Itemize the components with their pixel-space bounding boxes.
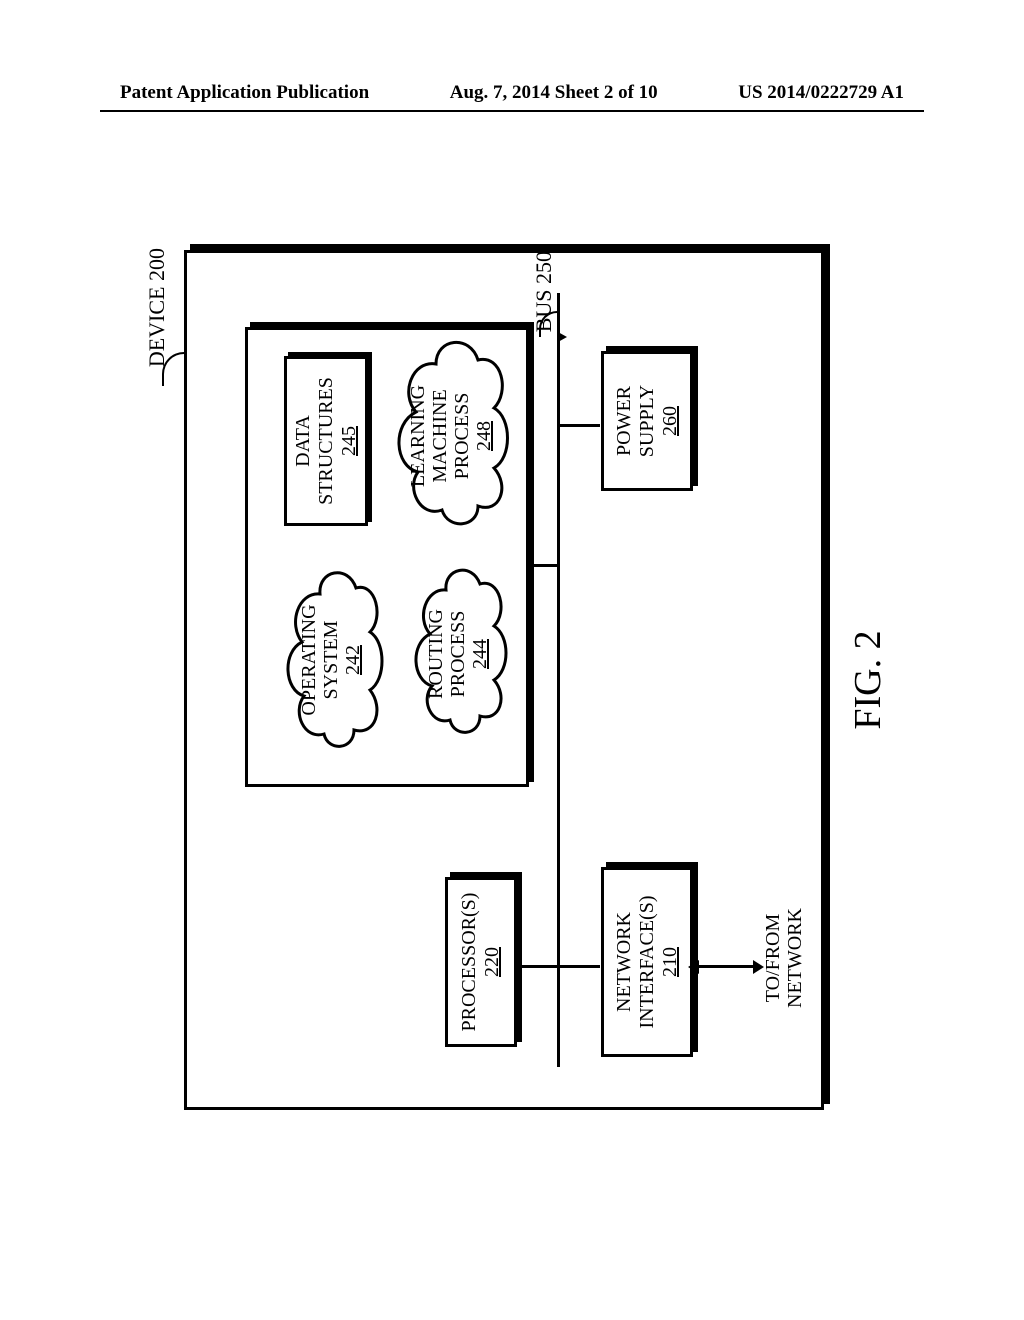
- processor-box: PROCESSOR(S) 220: [445, 877, 517, 1047]
- os-l2: SYSTEM: [320, 621, 342, 700]
- stub-memory: [529, 564, 557, 567]
- device-box: BUS 250 PROCESSOR(S) 220 MEMORY 240 DATA…: [184, 250, 824, 1110]
- netlabel-l1: TO/FROM: [762, 888, 784, 1028]
- bus-line: [557, 293, 560, 1067]
- routing-ref: 244: [469, 639, 491, 669]
- netif-ref: 210: [659, 947, 682, 977]
- power-supply-box: POWER SUPPLY 260: [601, 351, 693, 491]
- os-ref: 242: [342, 645, 364, 675]
- header-rule: [100, 110, 924, 112]
- diagram-stage: DEVICE 200 BUS 250 PROCESSOR(S) 220 MEMO…: [152, 230, 872, 1130]
- network-label: TO/FROM NETWORK: [762, 888, 806, 1028]
- stub-netif: [560, 965, 600, 968]
- page-header: Patent Application Publication Aug. 7, 2…: [120, 82, 904, 104]
- netlabel-l2: NETWORK: [784, 888, 806, 1028]
- stub-power: [560, 424, 600, 427]
- data-structures-l2: STRUCTURES: [315, 377, 338, 505]
- data-structures-ref: 245: [338, 426, 361, 456]
- device-label: DEVICE 200: [144, 248, 170, 367]
- header-center: Aug. 7, 2014 Sheet 2 of 10: [450, 82, 658, 104]
- memory-box: DATA STRUCTURES 245 OPERATING SYSTEM 242: [245, 327, 529, 787]
- power-l1: POWER: [613, 386, 636, 456]
- os-cloud: OPERATING SYSTEM 242: [276, 560, 386, 760]
- lm-l2: MACHINE: [429, 389, 451, 482]
- netif-l2: INTERFACE(S): [636, 896, 659, 1029]
- data-structures-l1: DATA: [292, 415, 315, 467]
- lm-cloud: LEARNING MACHINE PROCESS 248: [388, 336, 514, 536]
- netif-l1: NETWORK: [613, 912, 636, 1012]
- network-arrow: [698, 965, 754, 968]
- processor-ref: 220: [481, 947, 504, 977]
- network-interface-box: NETWORK INTERFACE(S) 210: [601, 867, 693, 1057]
- lm-l3: PROCESS: [451, 393, 473, 480]
- os-l1: OPERATING: [298, 604, 320, 715]
- header-right: US 2014/0222729 A1: [738, 82, 904, 104]
- routing-l2: PROCESS: [447, 611, 469, 698]
- routing-l1: ROUTING: [425, 609, 447, 699]
- lm-l1: LEARNING: [407, 385, 429, 487]
- header-left: Patent Application Publication: [120, 82, 369, 104]
- page: Patent Application Publication Aug. 7, 2…: [0, 0, 1024, 1320]
- lm-ref: 248: [473, 421, 495, 451]
- figure-caption: FIG. 2: [846, 230, 890, 1130]
- power-ref: 260: [659, 406, 682, 436]
- data-structures-box: DATA STRUCTURES 245: [284, 356, 368, 526]
- routing-cloud: ROUTING PROCESS 244: [406, 564, 510, 744]
- processor-label: PROCESSOR(S): [458, 893, 481, 1032]
- power-l2: SUPPLY: [636, 385, 659, 457]
- stub-processor: [517, 965, 557, 968]
